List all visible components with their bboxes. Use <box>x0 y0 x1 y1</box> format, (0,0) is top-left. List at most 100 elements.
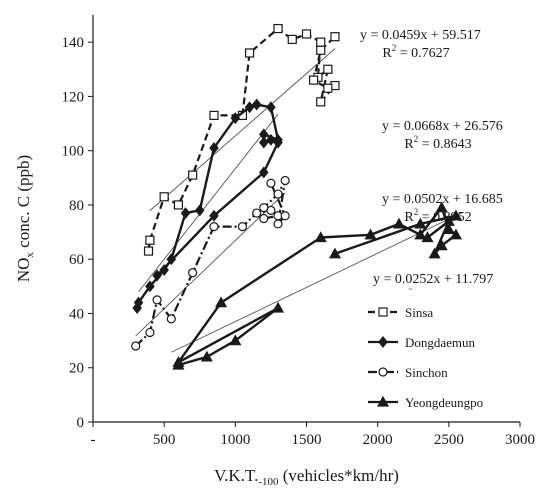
y-axis-label-sub: x <box>24 252 36 258</box>
data-point-sinsa <box>188 170 198 180</box>
y-tick-label: 80 <box>69 198 84 214</box>
data-point-sinchon <box>145 327 155 338</box>
x-tick-label: 2000 <box>363 432 393 448</box>
data-point-yeongdeungpo <box>414 217 427 229</box>
data-point-sinsa <box>287 34 297 45</box>
x-tick-label: 1500 <box>292 432 322 448</box>
data-point-sinsa <box>143 246 154 256</box>
data-point-yeongdeungpo <box>200 350 213 362</box>
y-tick-label: 20 <box>69 361 84 377</box>
y-tick-label: 140 <box>62 35 85 51</box>
legend-marker-sinchon <box>378 367 388 377</box>
data-point-dongdaemun <box>180 207 191 220</box>
data-point-sinsa <box>309 75 319 85</box>
r-squared-value: = 0.8643 <box>418 137 471 152</box>
r-squared-r: R <box>404 137 414 152</box>
data-point-sinsa <box>330 32 340 42</box>
r-squared-r: R <box>382 46 392 61</box>
data-point-yeongdeungpo <box>229 334 242 346</box>
y-tick-label: 60 <box>69 252 84 268</box>
data-point-dongdaemun <box>209 141 219 154</box>
equation-dongdaemun: y = 0.0668x + 26.576 <box>382 119 503 134</box>
data-point-dongdaemun <box>259 136 269 149</box>
data-point-sinsa <box>316 37 326 47</box>
x-tick-label: 1000 <box>220 432 250 448</box>
data-point-sinchon <box>273 219 283 229</box>
series-line-yeongdeungpo <box>177 206 458 367</box>
data-point-sinchon <box>259 203 269 213</box>
r-squared-value: = 0.7627 <box>396 46 449 61</box>
data-point-sinsa <box>273 23 283 34</box>
legend-marker-dongdaemun <box>378 336 388 348</box>
data-point-dongdaemun <box>209 209 219 222</box>
equation-sinsa: y = 0.0459x + 59.517 <box>360 28 481 43</box>
data-point-sinsa <box>209 110 219 120</box>
x-axis-label: V.K.T.-100 (vehicles*km/hr) <box>214 466 399 488</box>
data-point-dongdaemun <box>145 280 155 293</box>
data-point-sinchon <box>131 341 141 351</box>
y-tick-label: 0 <box>77 415 85 431</box>
data-point-dongdaemun <box>266 101 276 114</box>
data-point-yeongdeungpo <box>172 356 185 367</box>
r-squared-sinsa: R2 = 0.7627 <box>382 43 449 61</box>
x-tick-label: 3000 <box>505 432 535 448</box>
data-point-sinchon <box>152 295 162 305</box>
trendline-yeongdeungpo <box>171 211 464 353</box>
data-point-dongdaemun <box>230 112 241 125</box>
x-axis-label-sub: -100 <box>258 476 279 488</box>
r-squared-value: = 0.8952 <box>418 210 471 225</box>
legend-label-yeongdeungpo: Yeongdeungpo <box>405 395 483 410</box>
x-axis-label-main: V.K.T. <box>214 466 258 485</box>
data-point-dongdaemun <box>166 253 177 266</box>
data-point-sinchon <box>273 189 283 199</box>
data-point-sinsa <box>173 200 183 210</box>
trendline-sinsa <box>149 48 336 211</box>
r-squared-dongdaemun: R2 = 0.8643 <box>404 134 471 152</box>
data-point-yeongdeungpo <box>421 231 434 243</box>
y-axis-label-pre: NO <box>14 258 33 283</box>
data-point-sinchon <box>280 211 290 221</box>
r-squared-exp: 2 <box>414 134 419 144</box>
data-point-sinsa <box>244 48 255 58</box>
data-point-sinchon <box>280 175 290 186</box>
data-point-dongdaemun <box>133 296 144 309</box>
data-point-sinchon <box>252 208 262 218</box>
equation-yeongdeungpo: y = 0.0252x + 11.797 <box>373 272 493 287</box>
data-point-dongdaemun <box>266 133 276 146</box>
x-tick-label: 500 <box>153 432 176 448</box>
trendline-dongdaemun <box>138 114 279 293</box>
series-line-sinsa <box>147 27 337 252</box>
data-point-sinchon <box>259 213 269 224</box>
legend-label-sinchon: Sinchon <box>405 365 448 380</box>
data-point-sinsa <box>159 192 169 202</box>
x-tick-label: 2500 <box>434 432 464 448</box>
data-point-yeongdeungpo <box>442 223 455 234</box>
data-point-yeongdeungpo <box>449 228 462 240</box>
legend: Sinsa Dongdaemun Sinchon Yeongdeungpo <box>366 290 526 418</box>
data-point-dongdaemun <box>259 166 269 179</box>
legend-marker-sinsa <box>378 307 388 317</box>
data-point-sinchon <box>266 178 276 188</box>
r-squared-exp: 2 <box>392 43 397 53</box>
data-point-dongdaemun <box>152 269 162 282</box>
data-series <box>131 23 462 370</box>
y-axis-label-post: conc. C (ppb) <box>14 155 33 252</box>
data-point-sinsa <box>323 83 333 93</box>
data-point-sinsa <box>145 235 155 245</box>
data-point-sinchon <box>188 268 198 278</box>
data-point-dongdaemun <box>273 136 283 149</box>
data-point-yeongdeungpo <box>364 228 377 240</box>
data-point-yeongdeungpo <box>428 247 441 259</box>
y-tick-label: 100 <box>62 144 85 160</box>
y-tick-label: 40 <box>69 306 84 322</box>
data-point-yeongdeungpo <box>435 239 448 251</box>
data-point-yeongdeungpo <box>392 217 406 229</box>
data-point-yeongdeungpo <box>272 301 285 313</box>
data-point-sinchon <box>209 222 219 232</box>
data-point-sinchon <box>166 314 176 324</box>
axes: 0 20 40 60 80 100 120 140 - 500 1000 1500 2000 2500 30… <box>14 15 535 488</box>
data-point-yeongdeungpo <box>215 296 228 308</box>
data-point-dongdaemun <box>159 264 169 277</box>
data-point-dongdaemun <box>194 204 205 217</box>
